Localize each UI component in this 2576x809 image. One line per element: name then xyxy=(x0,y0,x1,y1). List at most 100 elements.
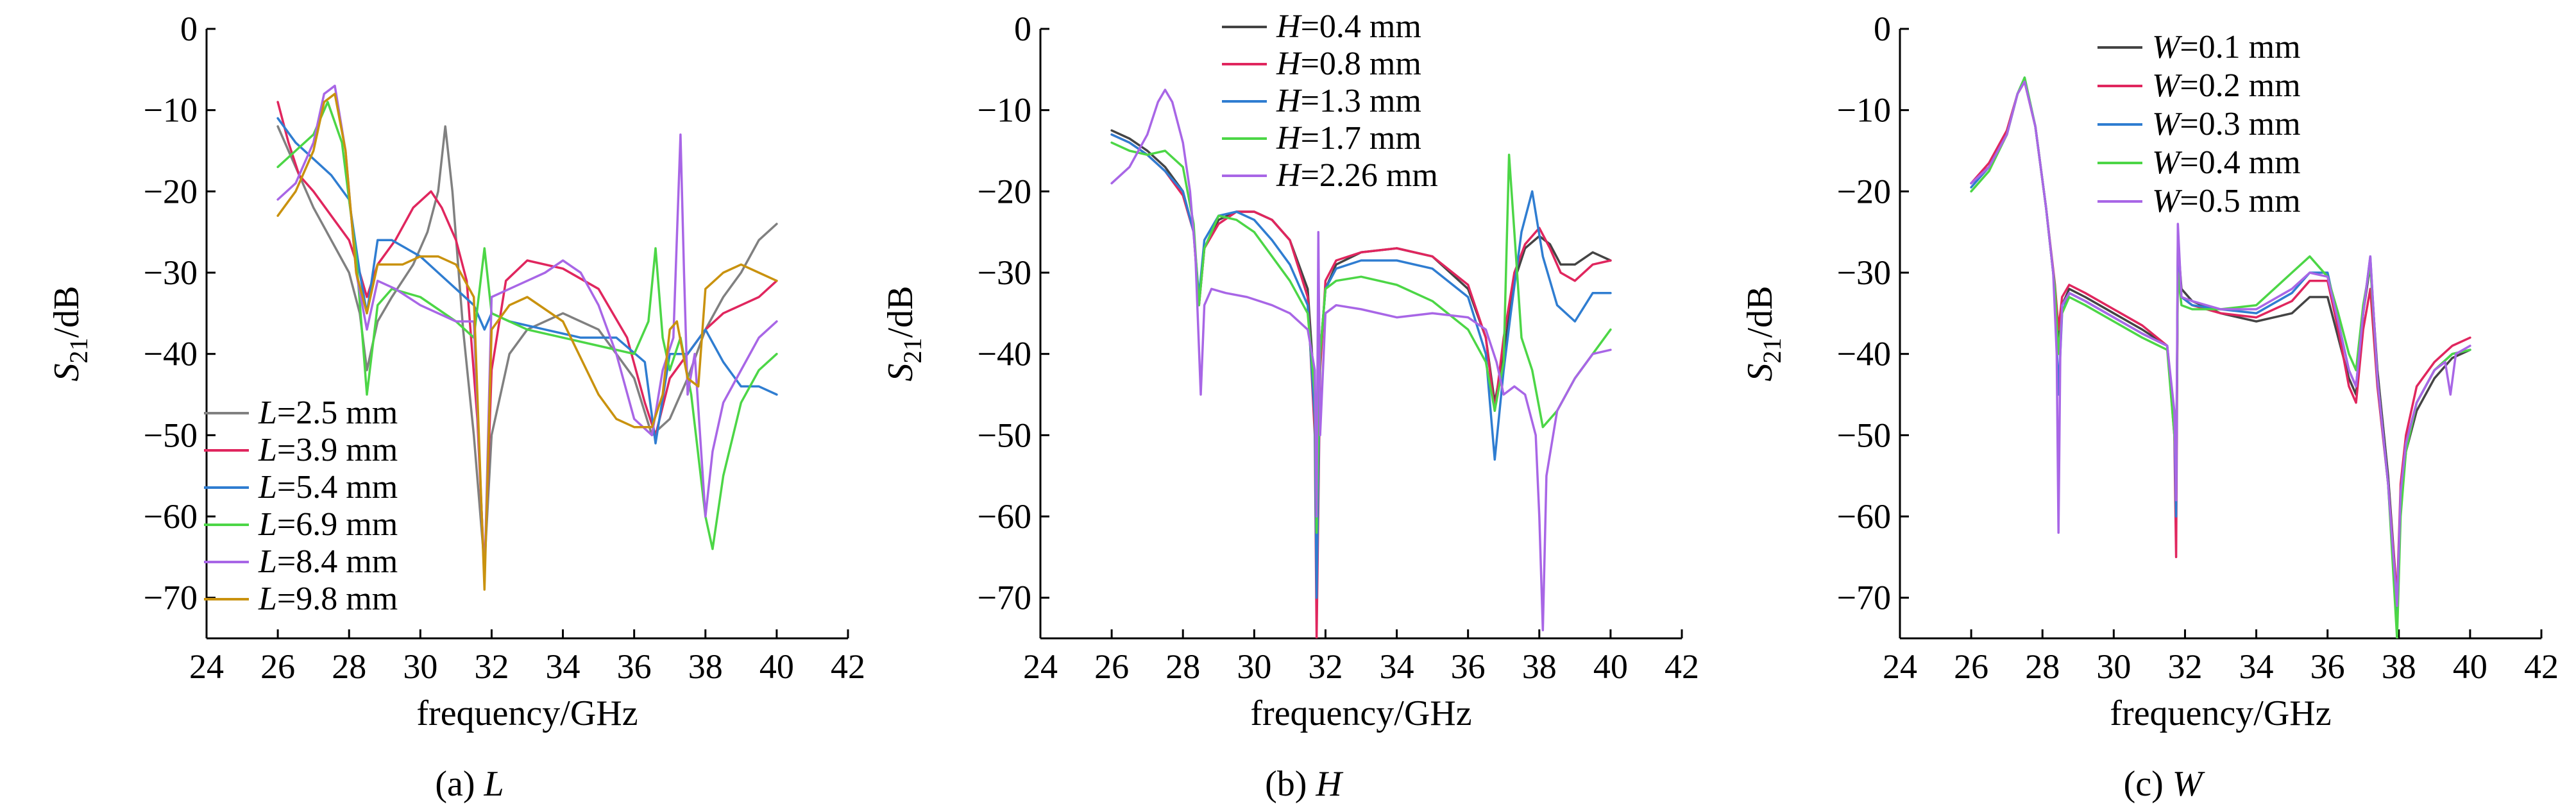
legend-entry: W=0.1 mm xyxy=(2152,29,2301,65)
x-tick-label: 34 xyxy=(1380,647,1414,686)
legend-entry: H=2.26 mm xyxy=(1276,157,1438,194)
legend-symbol: W xyxy=(2152,67,2183,104)
legend-symbol: L xyxy=(258,432,277,468)
y-tick-label: 0 xyxy=(1014,10,1031,48)
caption-letter: (a) xyxy=(435,764,484,804)
x-tick-label: 30 xyxy=(2096,647,2131,686)
y-axis-label-subscript: 21 xyxy=(64,337,93,363)
x-tick-label: 38 xyxy=(2382,647,2416,686)
legend-symbol: W xyxy=(2152,106,2183,142)
legend-entry: L=5.4 mm xyxy=(258,469,398,506)
legend-symbol: L xyxy=(258,581,277,617)
y-tick-label: 0 xyxy=(180,10,198,48)
y-tick-label: −40 xyxy=(1837,335,1891,373)
y-tick-label: −10 xyxy=(1837,91,1891,130)
legend-entry: W=0.4 mm xyxy=(2152,144,2301,181)
legend-symbol: L xyxy=(258,543,277,580)
y-tick-label: −60 xyxy=(144,497,198,536)
legend-value: =0.4 mm xyxy=(2180,144,2300,181)
y-axis-label: S21/dB xyxy=(47,286,93,382)
legend-value: =9.8 mm xyxy=(277,581,398,617)
y-tick-label: −20 xyxy=(1837,172,1891,210)
legend-symbol: H xyxy=(1276,83,1302,119)
legend-symbol: L xyxy=(258,395,277,431)
caption-symbol: W xyxy=(2173,764,2205,804)
y-tick-label: −20 xyxy=(978,172,1031,210)
legend-symbol: H xyxy=(1276,8,1302,45)
legend-entry: L=8.4 mm xyxy=(258,543,398,580)
y-tick-label: −50 xyxy=(144,416,198,454)
x-tick-label: 30 xyxy=(1237,647,1271,686)
legend-value: =8.4 mm xyxy=(277,543,398,580)
legend-symbol: W xyxy=(2152,29,2183,65)
legend-value: =0.5 mm xyxy=(2180,183,2300,219)
y-tick-label: −50 xyxy=(1837,416,1891,454)
panel-caption: (b) H xyxy=(1265,764,1343,804)
x-tick-label: 24 xyxy=(189,647,224,686)
legend-entry: H=1.7 mm xyxy=(1276,120,1421,157)
y-tick-label: 0 xyxy=(1874,10,1891,48)
series-line-2 xyxy=(1110,133,1612,599)
x-tick-label: 38 xyxy=(688,647,723,686)
legend-entry: L=3.9 mm xyxy=(258,432,398,468)
legend-symbol: W xyxy=(2152,183,2183,219)
y-axis-label-subscript: 21 xyxy=(1758,337,1786,363)
y-axis-label-unit: /dB xyxy=(1740,286,1780,338)
legend-value: =2.5 mm xyxy=(277,395,398,431)
legend-symbol: H xyxy=(1276,120,1302,157)
x-tick-label: 26 xyxy=(260,647,295,686)
y-tick-label: −40 xyxy=(978,335,1031,373)
y-axis-label-symbol: S xyxy=(881,363,920,381)
legend-value: =2.26 mm xyxy=(1301,157,1438,194)
x-tick-label: 26 xyxy=(1954,647,1988,686)
x-tick-label: 42 xyxy=(1665,647,1699,686)
y-axis-label-unit: /dB xyxy=(881,286,920,338)
x-tick-label: 42 xyxy=(831,647,865,686)
legend-value: =1.7 mm xyxy=(1301,120,1421,157)
legend-symbol: L xyxy=(258,469,277,506)
legend-entry: H=0.4 mm xyxy=(1276,8,1421,45)
x-tick-label: 32 xyxy=(2167,647,2202,686)
series-line-4 xyxy=(1110,89,1612,632)
legend-entry: H=1.3 mm xyxy=(1276,83,1421,119)
caption-letter: (c) xyxy=(2124,764,2173,804)
x-tick-label: 36 xyxy=(1451,647,1486,686)
y-tick-label: −30 xyxy=(144,253,198,292)
y-tick-label: −10 xyxy=(144,91,198,130)
y-tick-label: −30 xyxy=(1837,253,1891,292)
x-axis-label: frequency/GHz xyxy=(416,694,638,733)
legend-value: =0.4 mm xyxy=(1301,8,1421,45)
legend-symbol: W xyxy=(2152,144,2183,181)
y-axis-label: S21/dB xyxy=(881,286,927,382)
legend-value: =6.9 mm xyxy=(277,506,398,543)
x-axis-label: frequency/GHz xyxy=(1250,694,1471,733)
y-tick-label: −30 xyxy=(978,253,1031,292)
x-tick-label: 30 xyxy=(403,647,437,686)
legend-entry: W=0.5 mm xyxy=(2152,183,2301,219)
y-axis-label: S21/dB xyxy=(1740,286,1786,382)
caption-symbol: H xyxy=(1315,764,1343,804)
legend-entry: L=2.5 mm xyxy=(258,395,398,431)
x-tick-label: 28 xyxy=(1165,647,1200,686)
x-tick-label: 28 xyxy=(2025,647,2060,686)
y-axis-label-subscript: 21 xyxy=(898,337,927,363)
x-axis-label: frequency/GHz xyxy=(2110,694,2331,733)
legend-symbol: H xyxy=(1276,46,1302,82)
x-tick-label: 42 xyxy=(2524,647,2559,686)
x-tick-label: 40 xyxy=(2453,647,2487,686)
legend-entry: W=0.2 mm xyxy=(2152,67,2301,104)
y-tick-label: −60 xyxy=(978,497,1031,536)
y-tick-label: −20 xyxy=(144,172,198,210)
y-tick-label: −10 xyxy=(978,91,1031,130)
y-tick-label: −70 xyxy=(978,579,1031,617)
legend-entry: H=0.8 mm xyxy=(1276,46,1421,82)
x-tick-label: 40 xyxy=(1593,647,1628,686)
x-tick-label: 36 xyxy=(2310,647,2345,686)
panel-1: 24 26 28 30 32 34 36 38 40 42 0 −10 −20 −30 −40 −50 −60 −… xyxy=(881,8,1699,804)
x-tick-label: 34 xyxy=(546,647,580,686)
x-tick-label: 24 xyxy=(1023,647,1058,686)
legend-entry: L=6.9 mm xyxy=(258,506,398,543)
y-tick-label: −70 xyxy=(144,579,198,617)
y-tick-label: −70 xyxy=(1837,579,1891,617)
x-tick-label: 36 xyxy=(617,647,652,686)
